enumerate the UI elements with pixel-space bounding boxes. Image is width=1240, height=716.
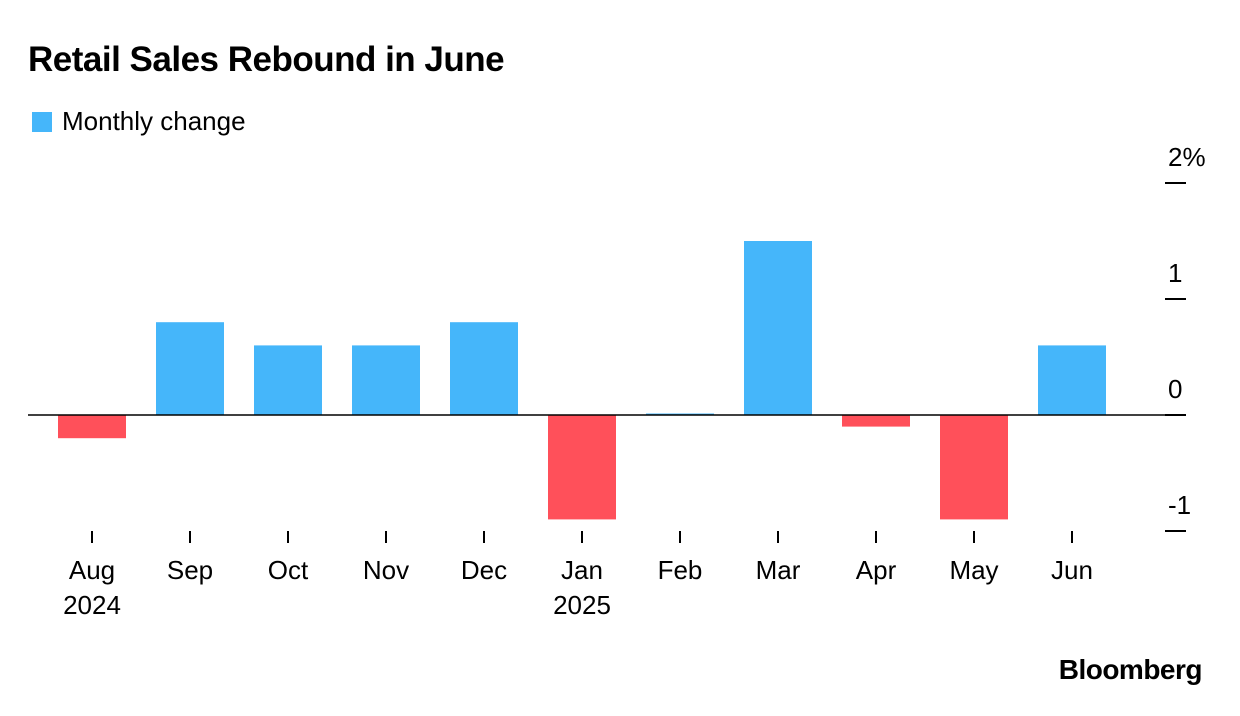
y-tick-label: 0 [1168, 374, 1182, 404]
bloomberg-logo: Bloomberg [1058, 654, 1203, 685]
x-tick-label: Feb [658, 555, 703, 585]
x-year-label: 2025 [553, 590, 611, 620]
bar-jun [1038, 345, 1106, 415]
bar-aug [58, 415, 126, 439]
x-tick-label: Dec [461, 555, 507, 585]
x-tick-label: Mar [756, 555, 801, 585]
bar-sep [156, 322, 224, 415]
x-tick-label: Jan [561, 555, 603, 585]
legend-label: Monthly change [62, 106, 246, 136]
x-tick-label: Nov [363, 555, 409, 585]
x-tick-label: Oct [268, 555, 309, 585]
bar-oct [254, 345, 322, 415]
bar-apr [842, 415, 910, 427]
y-tick-label: 2% [1168, 142, 1206, 172]
bar-nov [352, 345, 420, 415]
x-tick-label: Jun [1051, 555, 1093, 585]
bar-jan [548, 415, 616, 520]
chart-title: Retail Sales Rebound in June [28, 40, 505, 79]
y-tick-label: 1 [1168, 258, 1182, 288]
x-year-label: 2024 [63, 590, 121, 620]
bar-mar [744, 241, 812, 415]
x-tick-label: Sep [167, 555, 213, 585]
x-tick-label: Aug [69, 555, 115, 585]
x-tick-label: May [949, 555, 998, 585]
y-tick-label: -1 [1168, 490, 1191, 520]
bar-dec [450, 322, 518, 415]
bar-may [940, 415, 1008, 520]
legend: Monthly change [32, 106, 246, 137]
x-tick-label: Apr [856, 555, 897, 585]
legend-swatch [32, 111, 52, 132]
